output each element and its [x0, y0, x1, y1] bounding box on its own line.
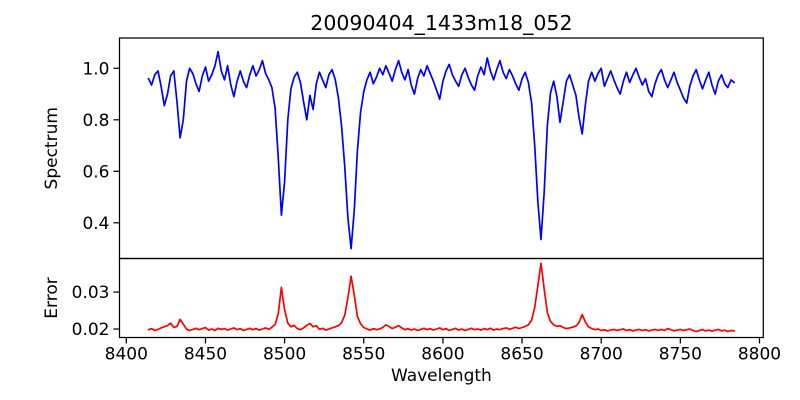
x-tick-label: 8600 — [421, 345, 464, 365]
x-axis-label: Wavelength — [391, 366, 492, 386]
y-axis-label-error: Error — [42, 277, 62, 318]
x-tick-label: 8400 — [105, 345, 148, 365]
x-tick-label: 8800 — [738, 345, 781, 365]
spectrum-line — [147, 50, 736, 250]
error-line — [147, 262, 736, 333]
plot-area-group: 0.4 0.6 0.8 1.0 0.02 0.03 8400 8450 8500 8550 8600… — [72, 37, 781, 365]
x-tick-label: 8550 — [342, 345, 385, 365]
spectrum-y-tick-label: 1.0 — [82, 59, 109, 79]
y-axis-label-spectrum: Spectrum — [42, 107, 62, 189]
error-y-tick-label: 0.03 — [72, 283, 110, 303]
spectrum-plot-border — [118, 37, 764, 260]
spectrum-y-tick-label: 0.6 — [82, 162, 109, 182]
x-tick-label: 8650 — [500, 345, 543, 365]
spectrum-y-tick-label: 0.8 — [82, 111, 109, 131]
x-tick-label: 8450 — [184, 345, 227, 365]
x-tick-label: 8500 — [263, 345, 306, 365]
x-tick-label: 8700 — [580, 345, 623, 365]
error-plot-border — [118, 257, 764, 339]
x-tick-label: 8750 — [659, 345, 702, 365]
error-y-tick-label: 0.02 — [72, 320, 110, 340]
chart-title: 20090404_1433m18_052 — [310, 11, 572, 36]
spectrum-y-tick-label: 0.4 — [82, 214, 109, 234]
